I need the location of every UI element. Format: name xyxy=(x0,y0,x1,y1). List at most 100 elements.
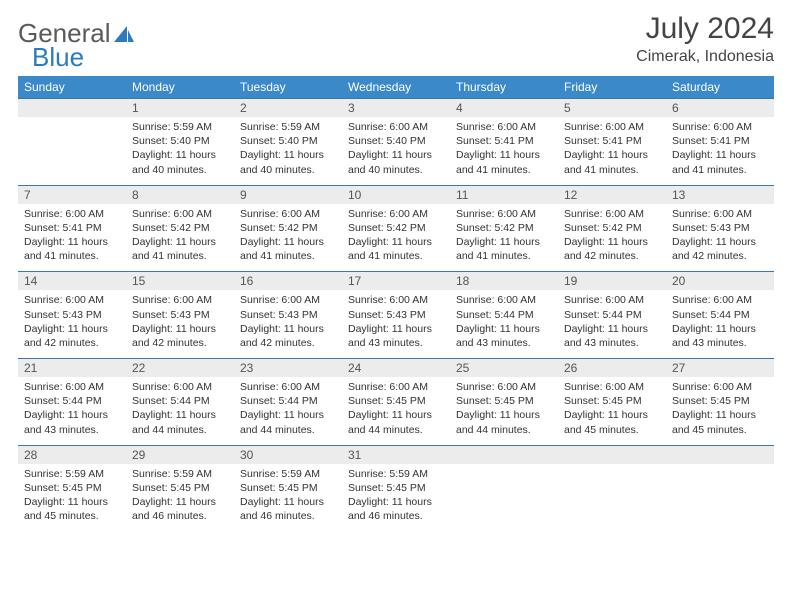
day-details: Sunrise: 6:00 AMSunset: 5:45 PMDaylight:… xyxy=(342,377,450,445)
day-details: Sunrise: 6:00 AMSunset: 5:44 PMDaylight:… xyxy=(234,377,342,445)
day-number xyxy=(450,446,558,464)
day-details xyxy=(18,117,126,175)
day-number xyxy=(18,99,126,117)
day-details xyxy=(450,464,558,522)
day-number: 3 xyxy=(342,99,450,117)
day-number: 30 xyxy=(234,446,342,464)
calendar-cell: 9Sunrise: 6:00 AMSunset: 5:42 PMDaylight… xyxy=(234,185,342,272)
calendar-cell: 18Sunrise: 6:00 AMSunset: 5:44 PMDayligh… xyxy=(450,272,558,359)
day-details: Sunrise: 6:00 AMSunset: 5:43 PMDaylight:… xyxy=(126,290,234,358)
day-number: 22 xyxy=(126,359,234,377)
calendar-body: 1Sunrise: 5:59 AMSunset: 5:40 PMDaylight… xyxy=(18,99,774,532)
day-details: Sunrise: 6:00 AMSunset: 5:41 PMDaylight:… xyxy=(558,117,666,185)
day-details: Sunrise: 5:59 AMSunset: 5:45 PMDaylight:… xyxy=(18,464,126,532)
location-label: Cimerak, Indonesia xyxy=(636,48,774,66)
day-number: 13 xyxy=(666,186,774,204)
calendar-week-row: 28Sunrise: 5:59 AMSunset: 5:45 PMDayligh… xyxy=(18,445,774,531)
calendar-cell xyxy=(18,99,126,186)
calendar-cell: 20Sunrise: 6:00 AMSunset: 5:44 PMDayligh… xyxy=(666,272,774,359)
day-number: 2 xyxy=(234,99,342,117)
day-details: Sunrise: 6:00 AMSunset: 5:44 PMDaylight:… xyxy=(666,290,774,358)
day-details: Sunrise: 5:59 AMSunset: 5:45 PMDaylight:… xyxy=(234,464,342,532)
day-details xyxy=(666,464,774,522)
calendar-cell: 11Sunrise: 6:00 AMSunset: 5:42 PMDayligh… xyxy=(450,185,558,272)
day-number: 27 xyxy=(666,359,774,377)
day-number: 5 xyxy=(558,99,666,117)
calendar-week-row: 1Sunrise: 5:59 AMSunset: 5:40 PMDaylight… xyxy=(18,99,774,186)
day-number: 28 xyxy=(18,446,126,464)
weekday-header-row: SundayMondayTuesdayWednesdayThursdayFrid… xyxy=(18,76,774,99)
weekday-header: Sunday xyxy=(18,76,126,99)
calendar-cell: 27Sunrise: 6:00 AMSunset: 5:45 PMDayligh… xyxy=(666,359,774,446)
calendar-cell xyxy=(558,445,666,531)
calendar-cell: 28Sunrise: 5:59 AMSunset: 5:45 PMDayligh… xyxy=(18,445,126,531)
day-number: 9 xyxy=(234,186,342,204)
calendar-cell: 19Sunrise: 6:00 AMSunset: 5:44 PMDayligh… xyxy=(558,272,666,359)
day-details: Sunrise: 5:59 AMSunset: 5:40 PMDaylight:… xyxy=(234,117,342,185)
calendar-cell: 24Sunrise: 6:00 AMSunset: 5:45 PMDayligh… xyxy=(342,359,450,446)
day-details: Sunrise: 6:00 AMSunset: 5:41 PMDaylight:… xyxy=(450,117,558,185)
weekday-header: Tuesday xyxy=(234,76,342,99)
title-block: July 2024 Cimerak, Indonesia xyxy=(636,12,774,66)
calendar-cell xyxy=(450,445,558,531)
day-number: 20 xyxy=(666,272,774,290)
calendar-cell: 17Sunrise: 6:00 AMSunset: 5:43 PMDayligh… xyxy=(342,272,450,359)
weekday-header: Thursday xyxy=(450,76,558,99)
day-number: 25 xyxy=(450,359,558,377)
calendar-cell: 1Sunrise: 5:59 AMSunset: 5:40 PMDaylight… xyxy=(126,99,234,186)
day-details: Sunrise: 6:00 AMSunset: 5:43 PMDaylight:… xyxy=(342,290,450,358)
weekday-header: Saturday xyxy=(666,76,774,99)
day-details: Sunrise: 6:00 AMSunset: 5:42 PMDaylight:… xyxy=(558,204,666,272)
day-details: Sunrise: 6:00 AMSunset: 5:42 PMDaylight:… xyxy=(234,204,342,272)
calendar-cell: 8Sunrise: 6:00 AMSunset: 5:42 PMDaylight… xyxy=(126,185,234,272)
calendar-cell: 30Sunrise: 5:59 AMSunset: 5:45 PMDayligh… xyxy=(234,445,342,531)
calendar-cell: 26Sunrise: 6:00 AMSunset: 5:45 PMDayligh… xyxy=(558,359,666,446)
calendar-cell: 10Sunrise: 6:00 AMSunset: 5:42 PMDayligh… xyxy=(342,185,450,272)
day-details: Sunrise: 6:00 AMSunset: 5:44 PMDaylight:… xyxy=(18,377,126,445)
day-number: 26 xyxy=(558,359,666,377)
day-details: Sunrise: 6:00 AMSunset: 5:41 PMDaylight:… xyxy=(18,204,126,272)
day-details: Sunrise: 6:00 AMSunset: 5:43 PMDaylight:… xyxy=(234,290,342,358)
day-number: 14 xyxy=(18,272,126,290)
day-number: 10 xyxy=(342,186,450,204)
calendar-cell: 13Sunrise: 6:00 AMSunset: 5:43 PMDayligh… xyxy=(666,185,774,272)
day-number: 19 xyxy=(558,272,666,290)
calendar-week-row: 14Sunrise: 6:00 AMSunset: 5:43 PMDayligh… xyxy=(18,272,774,359)
day-number: 12 xyxy=(558,186,666,204)
calendar-cell: 14Sunrise: 6:00 AMSunset: 5:43 PMDayligh… xyxy=(18,272,126,359)
day-number: 8 xyxy=(126,186,234,204)
day-details: Sunrise: 6:00 AMSunset: 5:42 PMDaylight:… xyxy=(126,204,234,272)
weekday-header: Monday xyxy=(126,76,234,99)
day-number: 7 xyxy=(18,186,126,204)
day-details: Sunrise: 5:59 AMSunset: 5:40 PMDaylight:… xyxy=(126,117,234,185)
calendar-cell: 7Sunrise: 6:00 AMSunset: 5:41 PMDaylight… xyxy=(18,185,126,272)
day-details: Sunrise: 6:00 AMSunset: 5:41 PMDaylight:… xyxy=(666,117,774,185)
day-number xyxy=(558,446,666,464)
calendar-cell: 31Sunrise: 5:59 AMSunset: 5:45 PMDayligh… xyxy=(342,445,450,531)
calendar-cell: 23Sunrise: 6:00 AMSunset: 5:44 PMDayligh… xyxy=(234,359,342,446)
day-details: Sunrise: 6:00 AMSunset: 5:45 PMDaylight:… xyxy=(558,377,666,445)
calendar-cell: 29Sunrise: 5:59 AMSunset: 5:45 PMDayligh… xyxy=(126,445,234,531)
day-number: 21 xyxy=(18,359,126,377)
day-details: Sunrise: 6:00 AMSunset: 5:45 PMDaylight:… xyxy=(666,377,774,445)
day-number: 24 xyxy=(342,359,450,377)
day-number: 1 xyxy=(126,99,234,117)
calendar-cell: 16Sunrise: 6:00 AMSunset: 5:43 PMDayligh… xyxy=(234,272,342,359)
day-details xyxy=(558,464,666,522)
day-number: 11 xyxy=(450,186,558,204)
day-number: 17 xyxy=(342,272,450,290)
weekday-header: Friday xyxy=(558,76,666,99)
day-details: Sunrise: 6:00 AMSunset: 5:44 PMDaylight:… xyxy=(126,377,234,445)
calendar-cell: 2Sunrise: 5:59 AMSunset: 5:40 PMDaylight… xyxy=(234,99,342,186)
month-title: July 2024 xyxy=(636,12,774,46)
day-details: Sunrise: 6:00 AMSunset: 5:45 PMDaylight:… xyxy=(450,377,558,445)
calendar-cell: 4Sunrise: 6:00 AMSunset: 5:41 PMDaylight… xyxy=(450,99,558,186)
day-details: Sunrise: 6:00 AMSunset: 5:44 PMDaylight:… xyxy=(558,290,666,358)
day-details: Sunrise: 6:00 AMSunset: 5:42 PMDaylight:… xyxy=(450,204,558,272)
calendar-cell: 25Sunrise: 6:00 AMSunset: 5:45 PMDayligh… xyxy=(450,359,558,446)
day-details: Sunrise: 6:00 AMSunset: 5:42 PMDaylight:… xyxy=(342,204,450,272)
calendar-cell: 12Sunrise: 6:00 AMSunset: 5:42 PMDayligh… xyxy=(558,185,666,272)
day-details: Sunrise: 6:00 AMSunset: 5:40 PMDaylight:… xyxy=(342,117,450,185)
day-number: 15 xyxy=(126,272,234,290)
day-number: 16 xyxy=(234,272,342,290)
